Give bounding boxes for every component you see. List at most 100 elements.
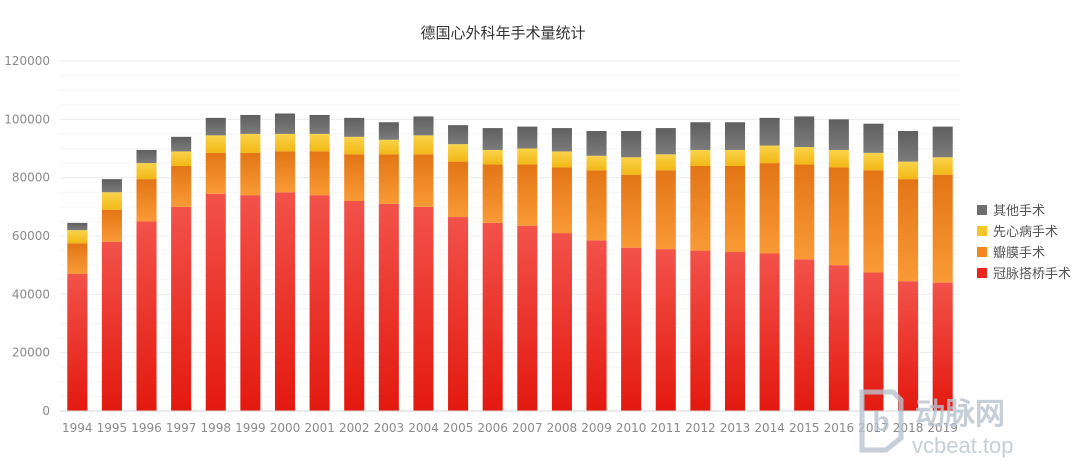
bar-stack-2004 bbox=[413, 116, 434, 411]
x-tick-label: 2000 bbox=[270, 421, 301, 435]
bar-segment bbox=[448, 125, 469, 145]
x-tick-label: 2012 bbox=[685, 421, 716, 435]
bar-segment bbox=[136, 149, 157, 164]
bar-segment bbox=[240, 195, 261, 411]
bar-segment bbox=[448, 161, 469, 218]
bar-segment bbox=[517, 126, 538, 149]
x-tick-label: 2019 bbox=[927, 421, 958, 435]
bar-segment bbox=[863, 272, 884, 411]
bar-segment bbox=[759, 117, 780, 146]
bar-stack-2010 bbox=[621, 131, 642, 411]
bar-segment bbox=[932, 174, 953, 283]
legend-swatch bbox=[977, 205, 987, 215]
bar-stack-2016 bbox=[828, 119, 849, 411]
bar-stack-2019 bbox=[932, 126, 953, 411]
bar-segment bbox=[240, 152, 261, 196]
x-tick-label: 1999 bbox=[235, 421, 266, 435]
bar-segment bbox=[517, 164, 538, 226]
bar-segment bbox=[621, 247, 642, 411]
bar-stack-2008 bbox=[551, 128, 572, 411]
bar-segment bbox=[551, 151, 572, 168]
bar-segment bbox=[586, 131, 607, 156]
bar-segment bbox=[67, 273, 88, 411]
bar-segment bbox=[759, 163, 780, 254]
bar-segment bbox=[932, 282, 953, 411]
bar-segment bbox=[482, 222, 503, 411]
bar-segment bbox=[413, 154, 434, 207]
bar-stack-1998 bbox=[205, 117, 226, 411]
bar-segment bbox=[413, 116, 434, 136]
bar-stack-2014 bbox=[759, 117, 780, 411]
bar-segment bbox=[898, 131, 919, 162]
bar-segment bbox=[136, 163, 157, 180]
bar-segment bbox=[551, 167, 572, 234]
bar-segment bbox=[551, 233, 572, 411]
bar-segment bbox=[274, 192, 296, 411]
bar-segment bbox=[171, 151, 192, 166]
bar-segment bbox=[621, 174, 642, 248]
x-tick-label: 2013 bbox=[720, 421, 751, 435]
watermark: b 动脉网 vcbeat.top bbox=[859, 389, 1014, 458]
chart-title: 德国心外科年手术量统计 bbox=[420, 24, 585, 42]
bar-segment bbox=[586, 155, 607, 171]
bar-segment bbox=[655, 154, 676, 171]
bar-segment bbox=[240, 133, 261, 153]
bar-segment bbox=[413, 135, 434, 155]
x-tick-label: 1994 bbox=[62, 421, 93, 435]
bar-stack-2005 bbox=[448, 125, 469, 411]
legend-label: 其他手术 bbox=[993, 204, 1045, 219]
x-tick-label: 1996 bbox=[131, 421, 162, 435]
bar-segment bbox=[413, 206, 434, 411]
bar-segment bbox=[274, 113, 296, 134]
bar-segment bbox=[655, 128, 676, 155]
svg-text:b: b bbox=[872, 406, 889, 437]
bar-segment bbox=[448, 144, 469, 162]
bar-segment bbox=[828, 149, 849, 168]
x-tick-label: 2003 bbox=[374, 421, 405, 435]
bar-segment bbox=[67, 243, 88, 274]
bar-segment bbox=[759, 145, 780, 164]
legend-swatch bbox=[977, 247, 987, 257]
bar-stack-2013 bbox=[724, 122, 746, 411]
bar-stack-2012 bbox=[690, 122, 711, 411]
bar-segment bbox=[378, 122, 399, 140]
bar-segment bbox=[171, 206, 192, 411]
y-tick-label: 60000 bbox=[12, 229, 50, 243]
bar-stack-2001 bbox=[309, 114, 330, 411]
x-tick-label: 1995 bbox=[97, 421, 128, 435]
x-axis-ticks: 1994 1995 1996 1997 1998 1999 2000 2001 2002 2003… bbox=[62, 421, 958, 435]
y-axis-ticks: 0 20000 40000 60000 80000 100000 120000 bbox=[4, 54, 50, 418]
bar-segment bbox=[205, 193, 226, 411]
bar-segment bbox=[136, 179, 157, 222]
bar-segment bbox=[898, 161, 919, 180]
bar-segment bbox=[794, 116, 815, 148]
bar-segment bbox=[309, 133, 330, 152]
bar-segment bbox=[274, 133, 296, 152]
bar-segment bbox=[171, 166, 192, 207]
bar-segment bbox=[794, 259, 815, 411]
bar-segment bbox=[898, 179, 919, 282]
bar-segment bbox=[863, 170, 884, 273]
bar-segment bbox=[274, 151, 296, 193]
bar-stack-1995 bbox=[101, 179, 122, 411]
x-tick-label: 2010 bbox=[616, 421, 647, 435]
bar-segment bbox=[586, 170, 607, 241]
bar-stack-2003 bbox=[378, 122, 399, 411]
x-tick-label: 1998 bbox=[200, 421, 231, 435]
x-tick-label: 2011 bbox=[650, 421, 681, 435]
bar-segment bbox=[517, 225, 538, 411]
x-tick-label: 2016 bbox=[824, 421, 855, 435]
bar-segment bbox=[586, 240, 607, 411]
bar-segment bbox=[724, 166, 746, 253]
x-tick-label: 2006 bbox=[477, 421, 508, 435]
bar-stack-2015 bbox=[794, 116, 815, 411]
bar-segment bbox=[344, 136, 365, 155]
x-tick-label: 2009 bbox=[581, 421, 612, 435]
bar-segment bbox=[828, 167, 849, 266]
bar-segment bbox=[171, 136, 192, 152]
bar-segment bbox=[378, 154, 399, 204]
bar-segment bbox=[690, 166, 711, 251]
bar-segment bbox=[67, 222, 88, 231]
bar-segment bbox=[898, 281, 919, 411]
